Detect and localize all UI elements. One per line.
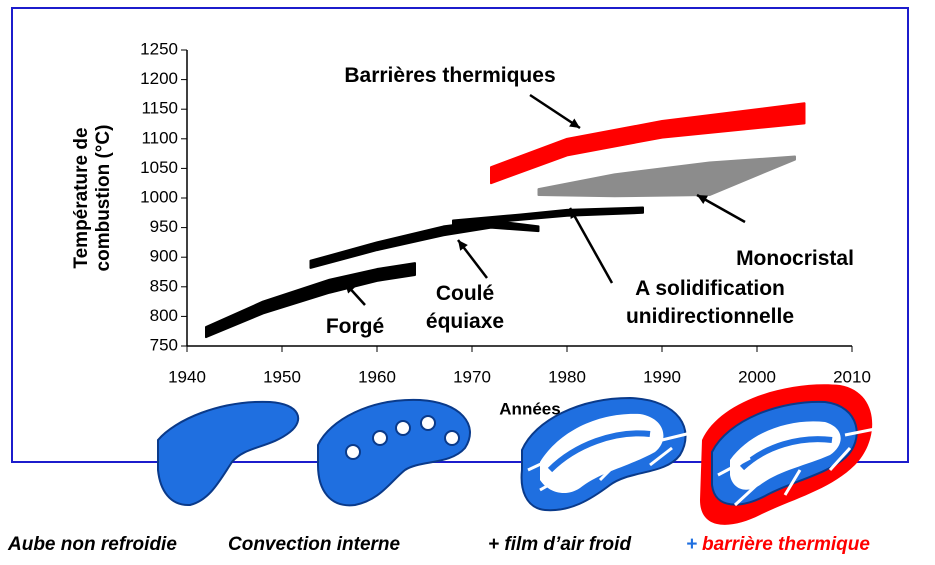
arrow-head (570, 208, 580, 219)
arrow-head (569, 118, 580, 128)
range-band (205, 262, 416, 339)
annotation-text: Monocristal (736, 247, 854, 270)
caption-prefix: + (686, 534, 697, 555)
range-band (452, 206, 644, 227)
annotation: A solidification unidirectionnelle (625, 277, 795, 328)
x-tick-label: 1950 (263, 367, 301, 386)
y-tick-label: 1100 (141, 128, 178, 147)
range-band (309, 219, 540, 269)
annotation-text: A solidification unidirectionnelle (625, 277, 795, 328)
blade-3 (520, 396, 696, 512)
annotation-arrow (568, 207, 614, 284)
x-tick-label: 1980 (548, 367, 586, 386)
annotation-text: Forgé (325, 315, 385, 338)
x-tick-label: 2000 (738, 367, 776, 386)
y-tick-label: 850 (150, 276, 178, 295)
caption: Aube non refroidie (7, 534, 177, 555)
frame (11, 7, 909, 463)
x-tick-label: 1990 (643, 367, 681, 386)
y-tick-label: 800 (150, 306, 178, 325)
annotation: Barrières thermiques (344, 64, 556, 87)
y-axis-title: Température de (71, 127, 92, 268)
annotation: Forgé (325, 315, 385, 338)
caption: + film d’air froid (488, 534, 631, 555)
y-tick-label: 1050 (140, 158, 178, 177)
annotation-text: Coulé équiaxe (425, 282, 505, 333)
y-tick-label: 750 (150, 335, 178, 354)
plot: 750 800 850 900 950 1000 1050 1100 1150 1200 1250 1… (71, 39, 871, 418)
blade-4 (700, 384, 881, 525)
x-tick-label: 2010 (833, 367, 871, 386)
y-tick-label: 1150 (141, 99, 178, 118)
y-tick-label: 900 (150, 247, 178, 266)
annotation-text: Barrières thermiques (344, 64, 556, 87)
arrow-head (458, 240, 468, 251)
x-tick-label: 1940 (168, 367, 206, 386)
blade-1 (157, 400, 300, 507)
y-tick-label: 1250 (140, 39, 178, 58)
y-tick-label: 1200 (140, 69, 178, 88)
x-tick-label: 1970 (453, 367, 491, 386)
x-tick-label: 1960 (358, 367, 396, 386)
arrow-head (345, 283, 356, 294)
blade-2 (317, 398, 471, 507)
range-band (537, 155, 796, 198)
y-tick-label: 1000 (140, 187, 178, 206)
range-band (490, 102, 806, 185)
caption: Convection interne (228, 534, 401, 555)
y-tick-label: 950 (150, 217, 178, 236)
caption: barrière thermique (702, 534, 870, 555)
annotation: Coulé équiaxe (425, 282, 505, 333)
y-axis-title: combustion (°C) (93, 125, 114, 272)
annotation-arrow (529, 93, 581, 130)
annotation: Monocristal (736, 247, 854, 270)
x-axis-title: Années (499, 399, 560, 418)
arrow-head (697, 195, 708, 205)
